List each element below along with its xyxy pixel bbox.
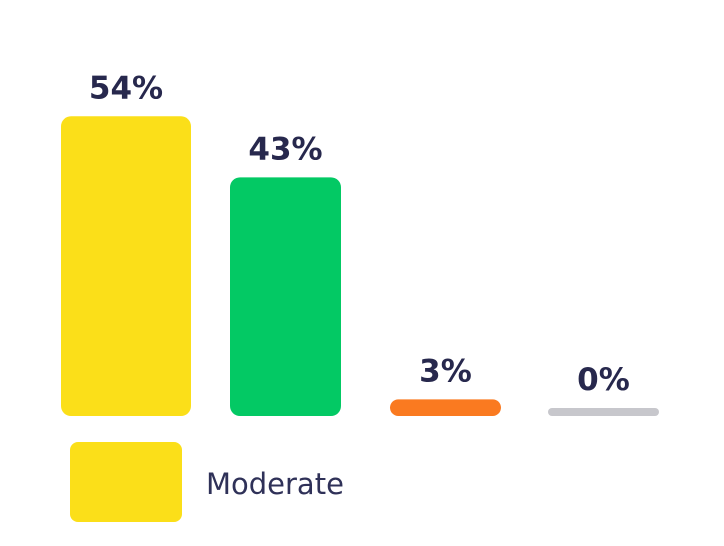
bar-0 <box>61 116 191 417</box>
bar-1 <box>230 177 341 416</box>
value-label-3: 0% <box>577 362 630 398</box>
value-label-1: 43% <box>248 131 322 167</box>
legend-swatch-moderate <box>70 442 182 522</box>
legend-label-moderate: Moderate <box>206 467 344 501</box>
bars-layer <box>61 116 659 417</box>
legend: Moderate <box>70 442 344 522</box>
value-label-2: 3% <box>419 353 472 389</box>
bar-3 <box>548 408 659 416</box>
value-labels-layer: 54% 43% 3% 0% <box>89 70 630 398</box>
bar-2 <box>390 399 501 416</box>
value-label-0: 54% <box>89 70 163 106</box>
